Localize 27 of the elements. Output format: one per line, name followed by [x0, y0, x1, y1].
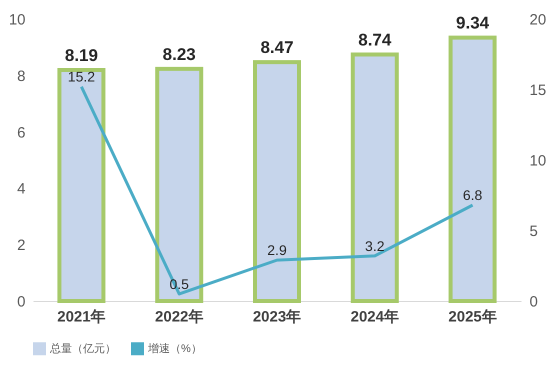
data-label: 15.2 [68, 68, 96, 85]
y2-tick-label: 15 [530, 82, 546, 99]
data-label: 9.34 [456, 14, 490, 33]
legend-label: 增速（%） [147, 342, 202, 355]
x-tick-label: 2022年 [155, 308, 204, 326]
y-tick-label: 0 [17, 294, 26, 310]
x-tick-label: 2025年 [448, 308, 497, 326]
y-tick-label: 8 [17, 68, 26, 85]
y2-tick-label: 10 [530, 152, 546, 170]
x-tick-label: 2024年 [350, 308, 399, 326]
data-label: 8.23 [162, 44, 196, 64]
y-tick-label: 10 [8, 12, 26, 28]
y2-tick-label: 5 [530, 223, 538, 240]
legend-label: 总量（亿元） [49, 342, 116, 355]
x-tick-label: 2023年 [252, 308, 302, 326]
data-label: 8.19 [64, 46, 98, 66]
y-tick-label: 2 [17, 237, 26, 254]
data-label: 6.8 [462, 187, 483, 204]
data-label: 8.74 [358, 30, 392, 50]
data-label: 2.9 [267, 242, 287, 258]
x-tick-label: 2021年 [57, 308, 106, 326]
data-label: 3.2 [365, 238, 385, 254]
y-tick-label: 4 [17, 180, 26, 198]
y-tick-label: 6 [17, 124, 26, 142]
y2-tick-label: 0 [530, 294, 538, 310]
data-label: 8.47 [260, 38, 294, 58]
y2-tick-label: 20 [530, 12, 546, 28]
